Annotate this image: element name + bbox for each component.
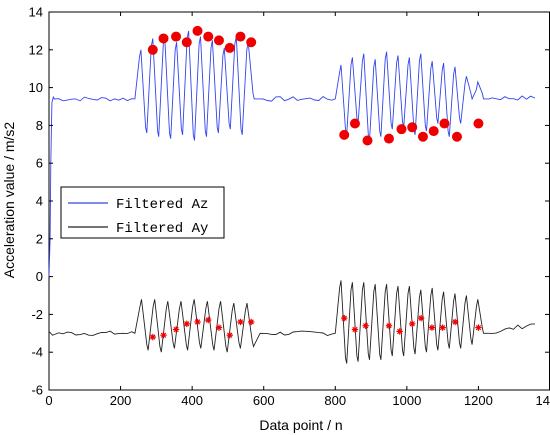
ay-star-marker <box>362 322 369 329</box>
y-tick-label: 14 <box>29 5 43 20</box>
y-axis-label: Acceleration value / m/s2 <box>1 122 17 279</box>
y-tick-label: 4 <box>36 194 43 209</box>
y-tick-label: 10 <box>29 80 43 95</box>
ay-star-stroke <box>452 319 458 325</box>
ay-star-marker <box>247 318 255 326</box>
x-tick-label: 400 <box>181 393 203 408</box>
ay-star-stroke <box>173 326 179 333</box>
az-peak-marker <box>235 31 246 42</box>
y-tick-label: 6 <box>36 156 43 171</box>
legend: Filtered Az Filtered Ay <box>60 186 225 239</box>
legend-box <box>60 186 225 239</box>
az-peak-marker <box>224 42 235 53</box>
az-peak-marker <box>147 44 158 55</box>
az-peak-marker <box>473 118 484 129</box>
az-peak-marker <box>407 122 418 133</box>
series-lines <box>48 30 536 364</box>
ay-star-marker <box>205 316 212 324</box>
y-tick-label: -6 <box>31 383 43 398</box>
az-peak-marker <box>349 118 360 129</box>
ay-star-marker <box>172 326 180 333</box>
az-peak-marker <box>428 126 439 137</box>
ay-star-stroke <box>397 328 403 335</box>
ay-star-marker <box>226 331 233 339</box>
ay-star-marker <box>341 314 348 322</box>
az-peak-marker <box>213 35 224 46</box>
az-peak-marker <box>417 131 428 142</box>
ay-star-marker <box>385 322 393 329</box>
az-peak-marker <box>383 133 394 144</box>
ay-star-stroke <box>205 317 211 323</box>
x-tick-label: 0 <box>45 393 52 408</box>
ay-star-marker <box>237 318 244 326</box>
az-peak-marker <box>171 31 182 42</box>
axis-ticks: 0 200 400 600 800 1000 1200 1400 -6 -4 -2 0 2 4 6 8 10 12… <box>29 5 550 408</box>
x-tick-label: 800 <box>324 393 346 408</box>
ay-star-stroke <box>386 323 392 329</box>
x-tick-label: 600 <box>253 393 275 408</box>
y-tick-label: 12 <box>29 42 43 57</box>
ay-star-stroke <box>341 315 347 321</box>
ay-star-marker <box>451 318 459 326</box>
ay-star-marker <box>215 324 223 331</box>
legend-label-az: Filtered Az <box>116 197 208 213</box>
az-peak-marker <box>362 135 373 146</box>
ay-star-stroke <box>160 332 167 338</box>
ay-star-stroke <box>439 324 446 331</box>
ay-star-stroke <box>150 334 156 340</box>
ay-star-stroke <box>194 319 201 325</box>
ay-star-marker <box>396 328 403 335</box>
ay-star-marker <box>160 331 167 339</box>
az-peak-marker <box>158 33 169 44</box>
y-tick-label: -4 <box>31 345 43 360</box>
az-peak-marker <box>339 129 350 140</box>
x-tick-label: 200 <box>110 393 132 408</box>
ay-star-marker <box>194 318 201 326</box>
ay-star-stroke <box>363 323 369 329</box>
y-tick-label: -2 <box>31 307 43 322</box>
x-tick-label: 1000 <box>392 393 421 408</box>
az-peak-marker <box>451 131 462 142</box>
x-axis-label: Data point / n <box>259 417 342 433</box>
ay-star-marker <box>417 314 425 322</box>
ay-star-stroke <box>352 326 358 333</box>
marker-points <box>147 25 484 341</box>
az-peak-marker <box>439 118 450 129</box>
az-peak-marker <box>192 25 203 36</box>
y-tick-label: 2 <box>36 231 43 246</box>
series-line-0 <box>48 30 536 277</box>
ay-star-marker <box>149 333 156 341</box>
x-tick-label: 1400 <box>536 393 550 408</box>
ay-star-stroke <box>475 324 482 331</box>
ay-star-stroke <box>409 321 415 327</box>
y-tick-label: 8 <box>36 118 43 133</box>
az-peak-marker <box>203 31 214 42</box>
ay-star-marker <box>183 320 190 328</box>
ay-star-stroke <box>216 324 222 331</box>
ay-star-marker <box>409 320 416 328</box>
ay-star-marker <box>351 326 359 333</box>
x-tick-label: 1200 <box>464 393 493 408</box>
ay-star-stroke <box>418 315 424 321</box>
az-peak-marker <box>181 37 192 48</box>
ay-star-stroke <box>227 332 233 338</box>
ay-star-stroke <box>429 324 435 331</box>
legend-label-ay: Filtered Ay <box>116 221 208 237</box>
ay-star-marker <box>428 324 436 331</box>
ay-star-stroke <box>184 321 190 327</box>
ay-star-marker <box>439 324 446 331</box>
series-line-1 <box>48 280 536 364</box>
ay-star-marker <box>475 324 482 331</box>
y-tick-label: 0 <box>36 269 43 284</box>
az-peak-marker <box>246 37 257 48</box>
ay-star-stroke <box>248 319 254 325</box>
az-peak-marker <box>396 124 407 135</box>
ay-star-stroke <box>237 319 244 325</box>
